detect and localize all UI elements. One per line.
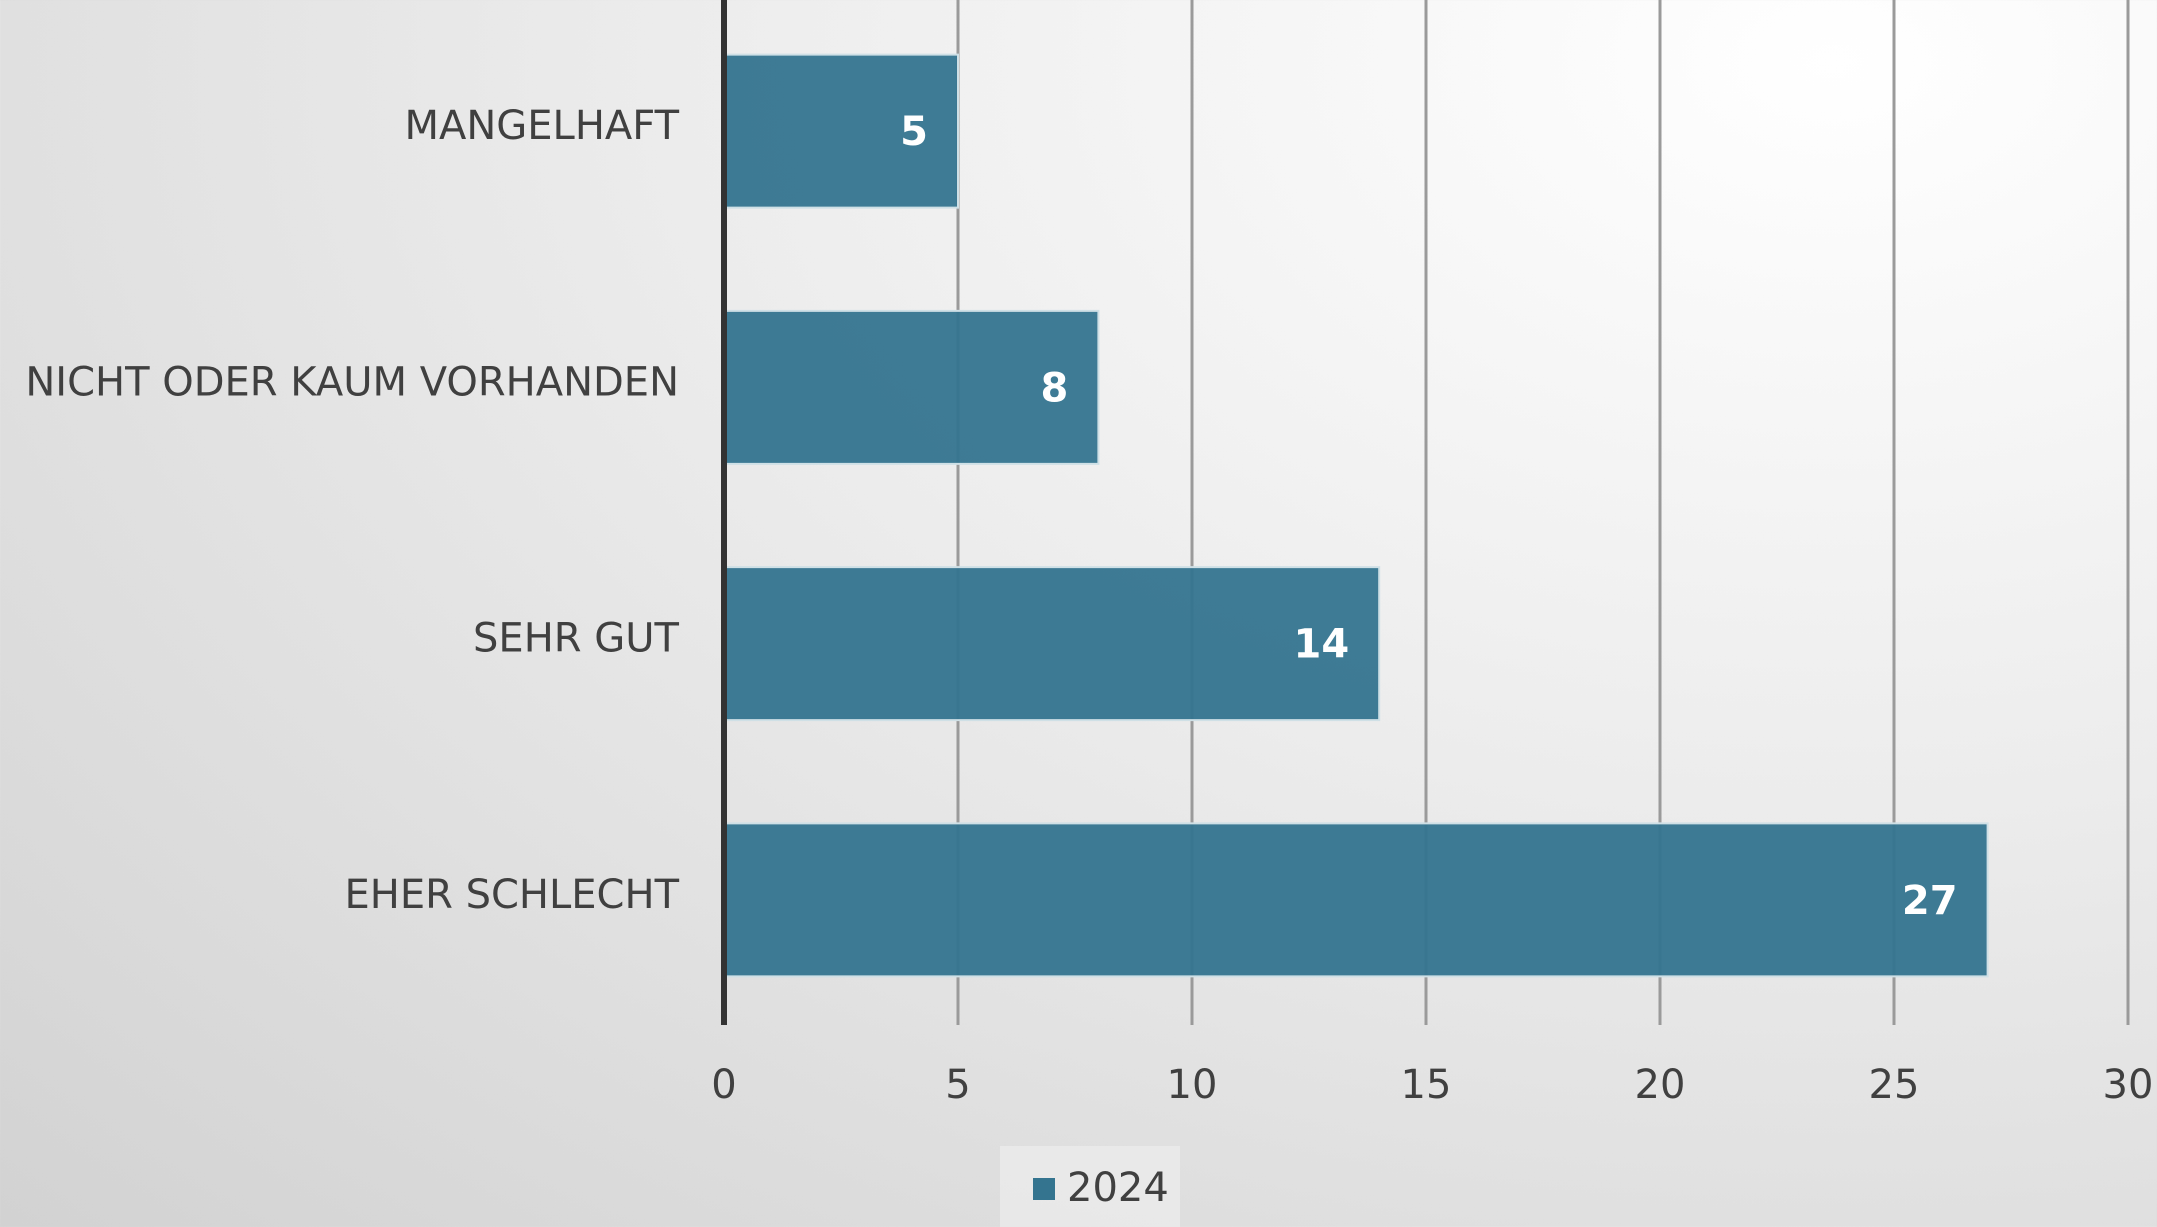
legend-label: 2024 (1067, 1165, 1169, 1211)
bar (723, 53, 959, 209)
x-tick-label: 15 (1401, 1062, 1452, 1108)
x-tick-label: 20 (1635, 1062, 1686, 1108)
x-tick-label: 30 (2103, 1062, 2154, 1108)
bar (723, 566, 1381, 722)
y-tick-label: MANGELHAFT (404, 103, 679, 149)
bar (723, 822, 1989, 978)
data-label: 8 (1041, 365, 1069, 411)
x-tick-label: 25 (1869, 1062, 1920, 1108)
x-tick-label: 10 (1167, 1062, 1218, 1108)
legend-swatch (1033, 1178, 1055, 1200)
y-tick-label: EHER SCHLECHT (344, 872, 679, 918)
x-tick-label: 5 (945, 1062, 970, 1108)
legend-box (1000, 1146, 1180, 1227)
x-tick-label: 0 (711, 1062, 736, 1108)
data-label: 14 (1294, 622, 1350, 668)
y-tick-label: SEHR GUT (473, 616, 680, 662)
data-label: 5 (900, 109, 928, 155)
y-tick-label: NICHT ODER KAUM VORHANDEN (25, 359, 679, 405)
data-label: 27 (1902, 878, 1958, 924)
